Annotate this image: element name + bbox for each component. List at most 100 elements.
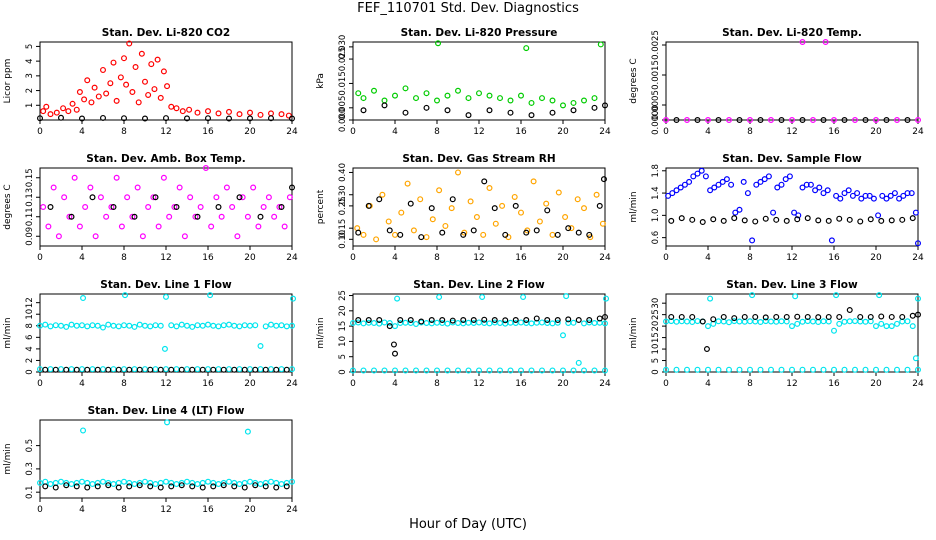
data-point	[252, 479, 259, 486]
data-point	[563, 293, 570, 300]
chart-title: Stan. Dev. Line 2 Flow	[413, 279, 545, 291]
y-tick-label: 10	[651, 344, 661, 355]
data-point	[99, 324, 106, 331]
data-point	[205, 115, 212, 122]
data-point	[668, 217, 675, 224]
data-point	[846, 307, 853, 314]
x-tick-label: 0	[350, 127, 356, 137]
data-point	[423, 104, 430, 111]
x-tick-label: 16	[828, 127, 840, 137]
data-point	[719, 178, 726, 185]
y-tick-label: 0.030	[338, 35, 348, 59]
data-point	[753, 181, 760, 188]
data-point	[710, 316, 717, 323]
data-point	[757, 366, 764, 373]
data-point	[73, 479, 80, 486]
data-point	[507, 97, 514, 104]
data-point	[816, 184, 823, 191]
data-point	[820, 366, 827, 373]
data-point	[120, 322, 127, 329]
data-point	[355, 317, 362, 324]
series-3	[668, 307, 921, 353]
y-tick-label: 4	[25, 346, 35, 351]
data-point	[236, 366, 243, 373]
data-point	[449, 196, 456, 203]
data-point	[404, 180, 411, 187]
data-point	[94, 322, 101, 329]
data-point	[131, 481, 138, 488]
x-tick-label: 4	[705, 379, 711, 389]
data-point	[683, 366, 690, 373]
data-point	[226, 366, 233, 373]
data-point	[157, 484, 164, 491]
data-point	[736, 116, 743, 123]
data-point	[163, 293, 170, 300]
data-point	[767, 116, 774, 123]
series-1	[350, 293, 610, 366]
data-point	[402, 109, 409, 116]
data-point	[268, 321, 275, 328]
chart-panel-8: Stan. Dev. Line 2 Flow ml/min 0 4 8 12 16 20 24 0…	[316, 279, 611, 389]
data-point	[135, 99, 142, 106]
data-point	[862, 366, 869, 373]
data-point	[205, 321, 212, 328]
data-point	[554, 317, 561, 324]
data-point	[698, 167, 705, 174]
data-point	[142, 78, 149, 85]
data-point	[176, 184, 183, 191]
data-point	[215, 323, 222, 330]
data-point	[199, 484, 206, 491]
x-tick-label: 4	[79, 505, 85, 515]
series-1	[662, 38, 921, 123]
data-point	[720, 313, 727, 320]
data-point	[61, 194, 68, 201]
data-point	[88, 99, 95, 106]
data-point	[704, 366, 711, 373]
data-point	[381, 97, 388, 104]
data-point	[168, 366, 175, 373]
data-point	[428, 205, 435, 212]
data-point	[166, 213, 173, 220]
data-point	[66, 213, 73, 220]
y-tick-label: 0.0015	[651, 60, 661, 90]
data-point	[741, 313, 748, 320]
y-tick-label: 5	[338, 354, 348, 359]
y-tick-label: 3	[25, 73, 35, 78]
y-tick-label: 5	[25, 44, 35, 49]
data-point	[163, 366, 170, 373]
data-point	[99, 66, 106, 73]
data-point	[94, 366, 101, 373]
data-point	[476, 90, 483, 97]
data-point	[601, 102, 608, 109]
data-point	[199, 322, 206, 329]
data-point	[914, 116, 921, 123]
data-point	[799, 366, 806, 373]
data-point	[736, 366, 743, 373]
data-point	[559, 332, 566, 339]
data-point	[731, 215, 738, 222]
data-point	[289, 115, 296, 122]
data-point	[187, 194, 194, 201]
data-point	[247, 478, 254, 485]
x-tick-label: 12	[473, 379, 484, 389]
data-point	[528, 112, 535, 119]
data-point	[168, 483, 175, 490]
data-point	[707, 295, 714, 302]
data-point	[767, 366, 774, 373]
data-point	[662, 366, 669, 373]
data-point	[538, 367, 545, 374]
data-point	[360, 95, 367, 102]
data-point	[207, 292, 214, 299]
data-point	[899, 313, 906, 320]
y-tick-label: 0.0025	[651, 30, 661, 60]
data-point	[186, 106, 193, 113]
data-point	[549, 109, 556, 116]
data-point	[152, 481, 159, 488]
data-point	[820, 318, 827, 325]
data-point	[178, 482, 185, 489]
data-point	[273, 322, 280, 329]
data-point	[749, 292, 756, 299]
data-point	[68, 321, 75, 328]
plot-frame	[352, 41, 606, 121]
y-axis-label: degrees C	[629, 58, 639, 103]
